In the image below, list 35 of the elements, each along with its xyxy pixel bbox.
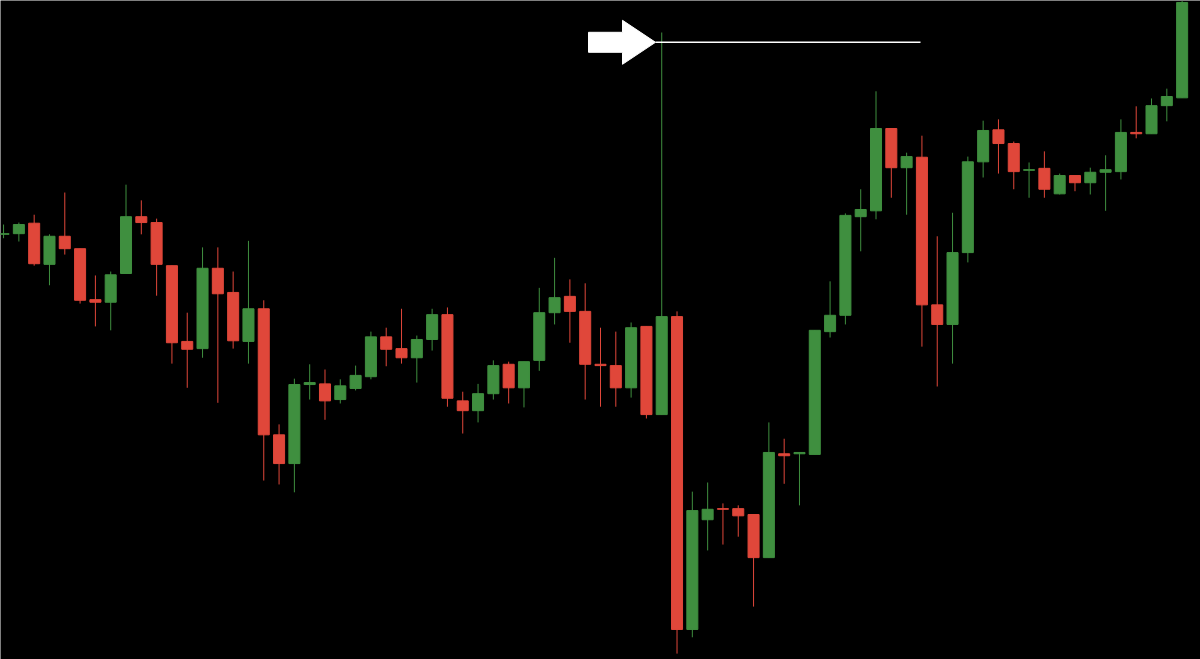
candlestick	[778, 438, 791, 485]
candlestick	[395, 308, 408, 365]
candlestick	[548, 257, 561, 325]
candlestick	[824, 280, 837, 339]
candlestick	[854, 188, 867, 252]
candlestick	[472, 383, 485, 423]
candlestick	[58, 192, 71, 256]
candlestick	[992, 118, 1005, 175]
candlestick	[1099, 154, 1112, 212]
candlestick	[410, 335, 423, 384]
candlestick	[716, 502, 729, 546]
candlestick	[1068, 175, 1081, 192]
candlestick	[89, 274, 102, 327]
candlestick	[701, 482, 714, 551]
candlestick	[318, 369, 331, 421]
candlestick	[732, 504, 745, 538]
candlestick	[349, 365, 362, 391]
candlestick	[1084, 167, 1097, 195]
candlestick	[1160, 88, 1173, 122]
candlestick	[135, 199, 148, 235]
candlestick	[303, 363, 316, 401]
candlestick	[502, 361, 515, 404]
candlestick	[594, 327, 607, 408]
candlestick	[456, 391, 469, 435]
candlestick	[334, 378, 347, 404]
candlestick	[1023, 161, 1036, 199]
candlestick	[609, 331, 622, 408]
candlestick	[380, 327, 393, 367]
candlestick	[793, 451, 806, 506]
candlestick	[12, 222, 25, 242]
candlestick	[181, 312, 194, 389]
candlestick	[900, 152, 913, 216]
candlestick	[931, 235, 944, 387]
candlestick	[563, 278, 576, 344]
candlestick	[1038, 150, 1051, 199]
